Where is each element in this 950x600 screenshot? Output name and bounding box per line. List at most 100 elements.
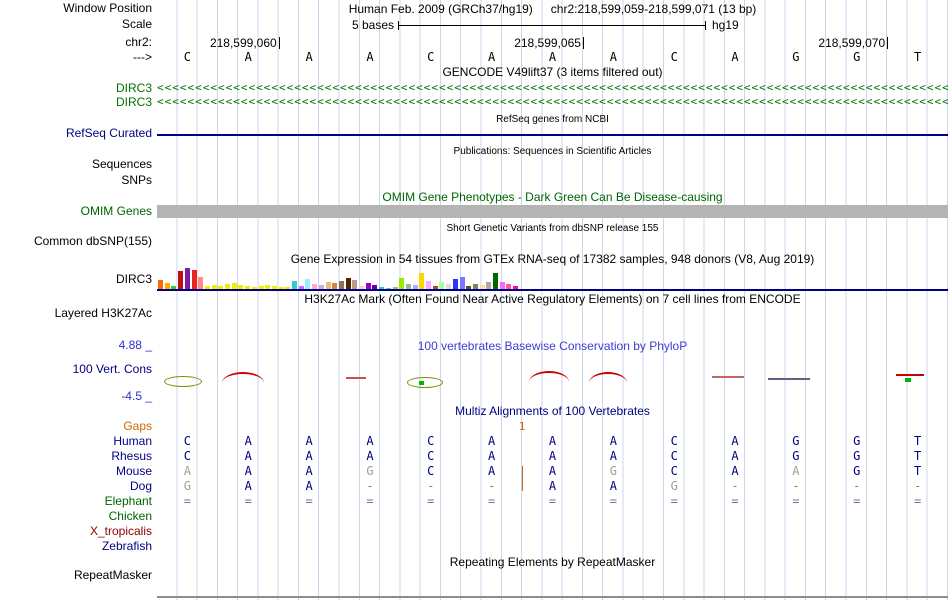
gtex-tissue-bar[interactable]	[499, 282, 505, 290]
multiz-species-gaps[interactable]: Gaps	[123, 419, 152, 433]
gtex-tissue-bar[interactable]	[312, 284, 318, 290]
gtex-tissue-bar[interactable]	[472, 284, 478, 290]
gtex-tissue-bar[interactable]	[379, 287, 385, 290]
gtex-tissue-bar[interactable]	[271, 286, 277, 290]
repeatmasker-track-label[interactable]: RepeatMasker	[73, 568, 152, 582]
gtex-tissue-bar[interactable]	[225, 284, 230, 290]
gtex-tissue-bar[interactable]	[446, 284, 452, 290]
gencode-gene-item-dirc3-1[interactable]: <<<<<<<<<<<<<<<<<<<<<<<<<<<<<<<<<<<<<<<<…	[157, 82, 948, 93]
phylop-track-title[interactable]: 100 vertebrates Basewise Conservation by…	[417, 339, 688, 353]
gtex-tissue-bar[interactable]	[245, 286, 251, 290]
gtex-tissue-bar[interactable]	[459, 277, 465, 290]
gtex-tissue-bar[interactable]	[211, 285, 217, 290]
gtex-tissue-bar[interactable]	[486, 282, 492, 290]
gtex-tissue-bar[interactable]	[405, 284, 411, 290]
gtex-tissue-bar[interactable]	[372, 285, 378, 290]
gtex-tissue-bar[interactable]	[439, 282, 445, 290]
gtex-tissue-bar[interactable]	[191, 270, 197, 290]
gtex-tissue-bar[interactable]	[426, 281, 431, 290]
refseq-track-label[interactable]: RefSeq Curated	[65, 126, 152, 140]
scale-label[interactable]: Scale	[121, 17, 152, 31]
strand-label[interactable]: --->	[133, 50, 152, 64]
gtex-tissue-bar[interactable]	[513, 286, 519, 290]
gtex-tissue-bar[interactable]	[184, 268, 190, 290]
gtex-tissue-bar[interactable]	[198, 277, 204, 290]
multiz-species-x_tropicalis[interactable]: X_tropicalis	[89, 524, 152, 538]
multiz-species-elephant[interactable]: Elephant	[104, 494, 152, 508]
gtex-tissue-bar[interactable]	[171, 286, 177, 290]
multiz-species-chicken[interactable]: Chicken	[108, 509, 152, 523]
gtex-tissue-bar[interactable]	[258, 286, 264, 290]
gtex-tissue-bar[interactable]	[345, 278, 351, 290]
gtex-tissue-bar[interactable]	[412, 285, 418, 290]
alignment-letter: A	[244, 464, 252, 478]
gtex-tissue-bar[interactable]	[506, 284, 512, 290]
omim-track-title[interactable]: OMIM Gene Phenotypes - Dark Green Can Be…	[382, 190, 723, 204]
gtex-tissue-bar[interactable]	[178, 271, 184, 290]
gtex-tissue-bar[interactable]	[325, 282, 331, 290]
snps-track-label[interactable]: SNPs	[121, 173, 152, 187]
gtex-tissue-bar[interactable]	[285, 287, 291, 290]
gtex-tissue-bar[interactable]	[365, 283, 371, 290]
chrom-label[interactable]: chr2:	[125, 35, 152, 49]
gencode-track-title[interactable]: GENCODE V49lift37 (3 items filtered out)	[442, 65, 663, 79]
gtex-tissue-bar[interactable]	[298, 286, 304, 290]
base-letter: A	[548, 50, 557, 64]
gtex-tissue-bar[interactable]	[238, 285, 244, 290]
gtex-tissue-bar[interactable]	[204, 286, 210, 290]
gtex-tissue-bar[interactable]	[452, 279, 458, 290]
gtex-tissue-bar[interactable]	[479, 285, 485, 290]
repeatmasker-track-title[interactable]: Repeating Elements by RepeatMasker	[449, 555, 656, 569]
multiz-species-dog[interactable]: Dog	[129, 479, 152, 493]
alignment-letter: =	[853, 494, 861, 508]
alignment-letter: G	[853, 449, 861, 463]
gtex-tissue-bar[interactable]	[231, 283, 237, 290]
gtex-tissue-bar[interactable]	[318, 285, 324, 290]
gencode-gene-item-dirc3-2[interactable]: <<<<<<<<<<<<<<<<<<<<<<<<<<<<<<<<<<<<<<<<…	[157, 96, 948, 107]
window-position-label[interactable]: Window Position	[63, 1, 152, 15]
publications-track-title[interactable]: Publications: Sequences in Scientific Ar…	[453, 146, 652, 157]
multiz-species-mouse[interactable]: Mouse	[115, 464, 152, 478]
dbsnp-track-title[interactable]: Short Genetic Variants from dbSNP releas…	[446, 223, 659, 234]
gtex-track-title[interactable]: Gene Expression in 54 tissues from GTEx …	[290, 252, 815, 266]
gtex-tissue-bar[interactable]	[164, 283, 170, 290]
gtex-gene-label[interactable]: DIRC3	[115, 272, 152, 286]
h3k27ac-track-label[interactable]: Layered H3K27Ac	[54, 306, 152, 320]
gtex-tissue-bar[interactable]	[399, 278, 405, 290]
gtex-tissue-bar[interactable]	[359, 286, 364, 290]
gtex-tissue-bar[interactable]	[278, 287, 284, 290]
alignment-letter: G	[792, 434, 800, 448]
sequences-track-label[interactable]: Sequences	[91, 157, 152, 171]
alignment-letter: A	[488, 464, 496, 478]
multiz-track-title[interactable]: Multiz Alignments of 100 Vertebrates	[455, 404, 650, 418]
gtex-tissue-bar[interactable]	[493, 273, 498, 290]
gtex-tissue-bar[interactable]	[265, 285, 271, 290]
gtex-tissue-bar[interactable]	[352, 280, 358, 290]
phylop-min-label[interactable]: -4.5 _	[121, 389, 152, 403]
gencode-gene-label-1[interactable]: DIRC3	[115, 81, 152, 95]
omim-track-label[interactable]: OMIM Genes	[80, 204, 152, 218]
gtex-tissue-bar[interactable]	[332, 283, 338, 290]
gtex-tissue-bar[interactable]	[218, 286, 224, 290]
conservation-mark	[589, 372, 627, 383]
gtex-tissue-bar[interactable]	[466, 286, 472, 290]
multiz-species-rhesus[interactable]: Rhesus	[111, 449, 152, 463]
dbsnp-track-label[interactable]: Common dbSNP(155)	[33, 234, 152, 248]
gtex-tissue-bar[interactable]	[305, 279, 311, 290]
gtex-tissue-bar[interactable]	[419, 273, 425, 290]
refseq-track-title[interactable]: RefSeq genes from NCBI	[496, 114, 609, 125]
multiz-species-zebrafish[interactable]: Zebrafish	[101, 539, 152, 553]
multiz-species-human[interactable]: Human	[113, 434, 152, 448]
gtex-tissue-bar[interactable]	[292, 281, 297, 290]
gtex-tissue-bar[interactable]	[251, 287, 257, 290]
gencode-gene-label-2[interactable]: DIRC3	[115, 95, 152, 109]
gtex-tissue-bar[interactable]	[432, 286, 438, 290]
gtex-tissue-bar[interactable]	[158, 280, 163, 290]
cons-track-label[interactable]: 100 Vert. Cons	[72, 362, 152, 376]
gtex-tissue-bar[interactable]	[338, 281, 344, 290]
alignment-letter: A	[244, 434, 252, 448]
phylop-max-label[interactable]: 4.88 _	[118, 338, 152, 352]
gtex-tissue-bar[interactable]	[392, 287, 398, 290]
omim-gene-item[interactable]	[157, 205, 948, 218]
h3k27ac-track-title[interactable]: H3K27Ac Mark (Often Found Near Active Re…	[304, 292, 801, 306]
